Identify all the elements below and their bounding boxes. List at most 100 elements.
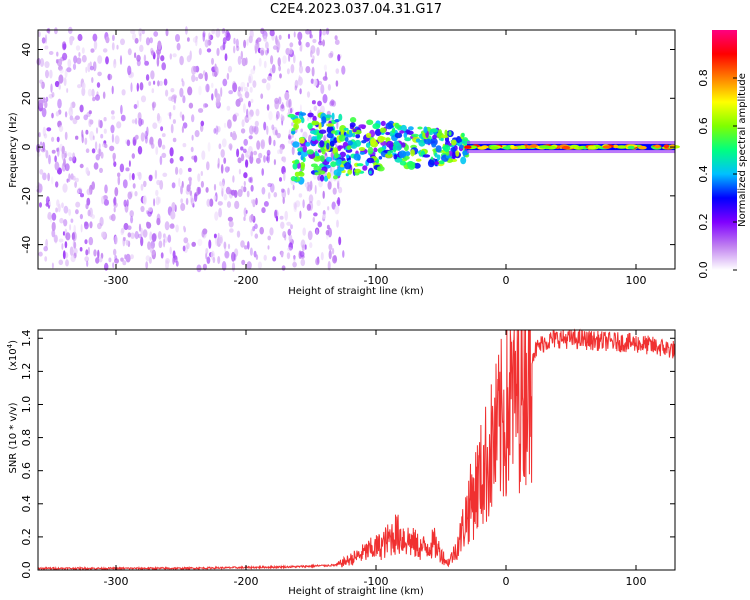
- heatmap-cell: [196, 264, 202, 273]
- heatmap-cell: [227, 216, 233, 222]
- heatmap-cell: [101, 195, 105, 205]
- heatmap-cell: [294, 85, 297, 91]
- heatmap-cell: [178, 167, 183, 175]
- heatmap-cell: [157, 231, 162, 240]
- heatmap-cell: [318, 170, 326, 175]
- heatmap-cell: [63, 77, 67, 86]
- heatmap-cell: [89, 221, 93, 229]
- heatmap-cell: [104, 262, 109, 271]
- heatmap-cell: [281, 188, 285, 193]
- heatmap-cell: [361, 140, 367, 144]
- heatmap-cell: [307, 184, 312, 192]
- heatmap-cell: [385, 122, 393, 130]
- heatmap-cell: [85, 148, 90, 153]
- heatmap-cell: [337, 54, 341, 62]
- heatmap-cell: [113, 161, 117, 168]
- heatmap-cell: [145, 37, 151, 46]
- heatmap-cell: [236, 45, 240, 52]
- heatmap-cell: [297, 76, 303, 86]
- heatmap-cell: [103, 128, 107, 134]
- heatmap-cell: [349, 122, 356, 128]
- heatmap-cell: [128, 172, 132, 181]
- heatmap-cell: [223, 157, 227, 164]
- heatmap-cell: [67, 152, 72, 157]
- heatmap-cell: [335, 80, 339, 87]
- heatmap-cell: [261, 78, 267, 84]
- heatmap-cell: [347, 140, 353, 146]
- heatmap-cell: [155, 146, 159, 155]
- heatmap-cell: [69, 224, 72, 231]
- heatmap-cell: [57, 98, 62, 109]
- heatmap-cell: [272, 256, 277, 262]
- heatmap-cell: [39, 169, 44, 175]
- heatmap-cell: [155, 196, 160, 206]
- heatmap-cell: [41, 107, 47, 118]
- heatmap-cell: [145, 74, 150, 81]
- heatmap-cell: [319, 33, 322, 44]
- heatmap-cell: [319, 140, 325, 148]
- heatmap-cell: [258, 152, 263, 159]
- heatmap-cell: [282, 55, 287, 64]
- heatmap-cell: [127, 225, 132, 230]
- heatmap-cell: [250, 68, 256, 75]
- heatmap-cell: [334, 39, 340, 45]
- heatmap-cell: [114, 235, 118, 245]
- heatmap-cell: [317, 100, 322, 107]
- heatmap-cell: [98, 143, 101, 150]
- heatmap-cell: [323, 135, 327, 142]
- heatmap-cell: [143, 54, 147, 63]
- heatmap-cell: [267, 245, 270, 250]
- heatmap-cell: [80, 223, 83, 233]
- heatmap-cell: [227, 119, 232, 129]
- heatmap-cell: [187, 167, 192, 172]
- heatmap-cell: [112, 262, 115, 269]
- heatmap-cell: [54, 161, 60, 171]
- heatmap-cell: [270, 183, 275, 193]
- heatmap-cell: [237, 55, 242, 65]
- heatmap-cell: [275, 215, 279, 222]
- heatmap-cell: [179, 111, 183, 118]
- heatmap-cell: [51, 149, 56, 154]
- heatmap-cell: [377, 148, 383, 153]
- heatmap-cell: [464, 145, 472, 149]
- heatmap-cell: [157, 115, 162, 124]
- heatmap-cell: [271, 64, 276, 74]
- line-x-ticks: -300 -200 -100 0 100: [104, 330, 647, 588]
- heatmap-cell: [627, 145, 635, 150]
- heatmap-cell: [138, 223, 142, 232]
- heatmap-cell: [457, 138, 463, 143]
- heatmap-cell: [179, 156, 184, 162]
- heatmap-cell: [385, 137, 391, 143]
- heatmap-cell: [287, 247, 293, 252]
- heatmap-cell: [51, 176, 54, 185]
- heatmap-cell: [136, 171, 142, 177]
- heatmap-cell: [337, 145, 342, 152]
- heatmap-cell: [151, 101, 157, 109]
- heatmap-cell: [307, 112, 314, 118]
- heatmap-cell: [132, 183, 136, 189]
- heatmap-x-axis-label: Height of straight line (km): [288, 286, 424, 297]
- heatmap-cell: [77, 84, 82, 89]
- heatmap-cell: [255, 254, 259, 260]
- heatmap-cell: [286, 252, 291, 260]
- heatmap-cell: [134, 52, 137, 59]
- heatmap-cell: [232, 175, 235, 183]
- heatmap-cell: [217, 201, 223, 206]
- heatmap-cell: [265, 41, 269, 49]
- x-tick-label: -300: [104, 575, 129, 588]
- heatmap-cell: [459, 144, 464, 149]
- heatmap-cell: [130, 232, 135, 239]
- heatmap-cell: [163, 236, 168, 243]
- heatmap-cell: [40, 81, 43, 87]
- heatmap-cell: [367, 146, 374, 155]
- heatmap-cell: [263, 35, 268, 42]
- heatmap-cell: [180, 203, 186, 211]
- heatmap-cell: [313, 212, 318, 217]
- heatmap-cell: [217, 256, 221, 264]
- heatmap-cell: [477, 146, 487, 150]
- heatmap-cell: [323, 175, 329, 182]
- heatmap-cell: [43, 246, 48, 252]
- heatmap-cell: [119, 163, 125, 173]
- heatmap-cell: [316, 47, 320, 56]
